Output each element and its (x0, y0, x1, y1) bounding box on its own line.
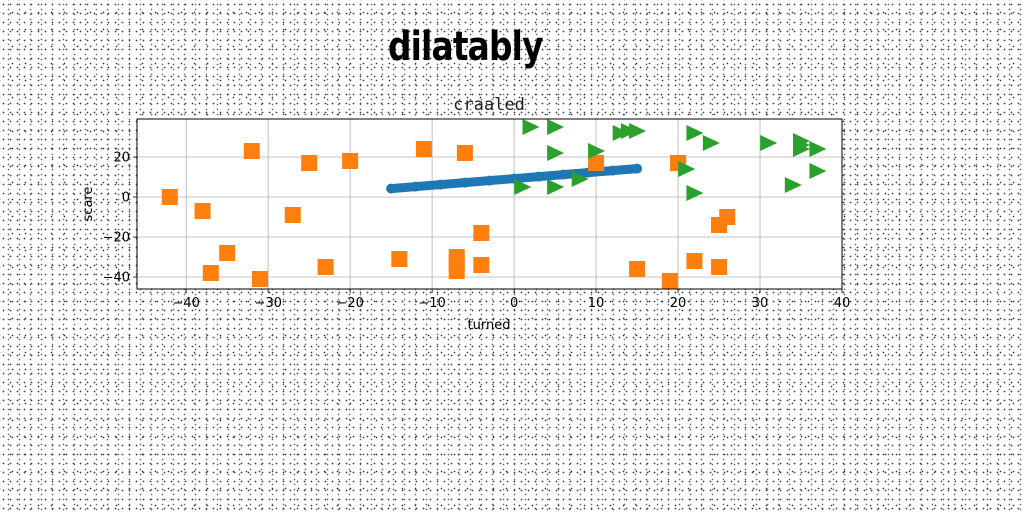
data-point (629, 261, 646, 277)
data-point (661, 273, 678, 289)
data-point (514, 179, 532, 195)
data-point (448, 263, 465, 279)
data-point (571, 171, 589, 187)
x-tick-label: −10 (418, 296, 445, 311)
data-point (317, 259, 334, 275)
plot-frame (136, 118, 843, 290)
data-point (632, 163, 643, 174)
data-point (533, 171, 544, 182)
data-point (473, 257, 490, 273)
data-point (678, 161, 696, 177)
data-point (459, 177, 470, 188)
data-point (711, 259, 728, 275)
y-axis-ticks: −40 −20 0 20 (103, 151, 137, 286)
data-point (547, 119, 565, 135)
data-point (547, 145, 565, 161)
y-tick-label: 0 (122, 191, 130, 206)
data-point (415, 141, 432, 157)
data-point (391, 251, 408, 267)
data-point (809, 163, 827, 179)
data-point (686, 185, 704, 201)
x-axis-ticks: −40 −30 −20 −10 0 10 20 30 40 (172, 289, 850, 311)
data-point (629, 123, 647, 139)
series-2 (161, 141, 736, 289)
x-tick-label: 0 (510, 296, 518, 311)
x-tick-label: −30 (254, 296, 281, 311)
y-tick-label: −40 (103, 271, 130, 286)
plot-area (137, 119, 842, 289)
data-point (194, 203, 211, 219)
data-point (342, 153, 359, 169)
series-3 (514, 119, 827, 201)
data-point (161, 189, 178, 205)
data-point (702, 135, 720, 151)
data-point (588, 143, 606, 159)
chart-title: craaled (453, 95, 525, 115)
x-tick-label: 20 (670, 296, 687, 311)
series-1 (386, 163, 643, 194)
y-tick-label: −20 (103, 231, 130, 246)
y-axis-label: scare (81, 187, 96, 222)
x-tick-label: 40 (834, 296, 851, 311)
data-point (473, 225, 490, 241)
data-point (435, 179, 446, 190)
data-point (219, 245, 236, 261)
data-point (284, 207, 301, 223)
data-point (784, 177, 802, 193)
data-point (719, 209, 736, 225)
data-point (686, 253, 703, 269)
data-point (558, 169, 569, 180)
data-marks (161, 119, 827, 289)
data-point (456, 145, 473, 161)
data-point (686, 125, 704, 141)
data-point (202, 265, 219, 281)
data-point (760, 135, 778, 151)
x-axis-label: turned (468, 318, 511, 333)
data-point (386, 183, 397, 194)
y-tick-label: 20 (113, 151, 130, 166)
x-tick-label: 10 (588, 296, 605, 311)
data-point (251, 271, 268, 287)
x-tick-label: −40 (172, 296, 199, 311)
data-point (793, 141, 811, 157)
data-point (522, 119, 540, 135)
data-point (410, 181, 421, 192)
x-tick-label: 30 (752, 296, 769, 311)
x-tick-label: −20 (336, 296, 363, 311)
page-heading: dilatably (388, 24, 543, 70)
data-point (243, 143, 260, 159)
data-point (484, 175, 495, 186)
data-point (809, 141, 827, 157)
data-point (607, 165, 618, 176)
data-point (301, 155, 318, 171)
data-point (547, 179, 565, 195)
data-point (588, 155, 605, 171)
